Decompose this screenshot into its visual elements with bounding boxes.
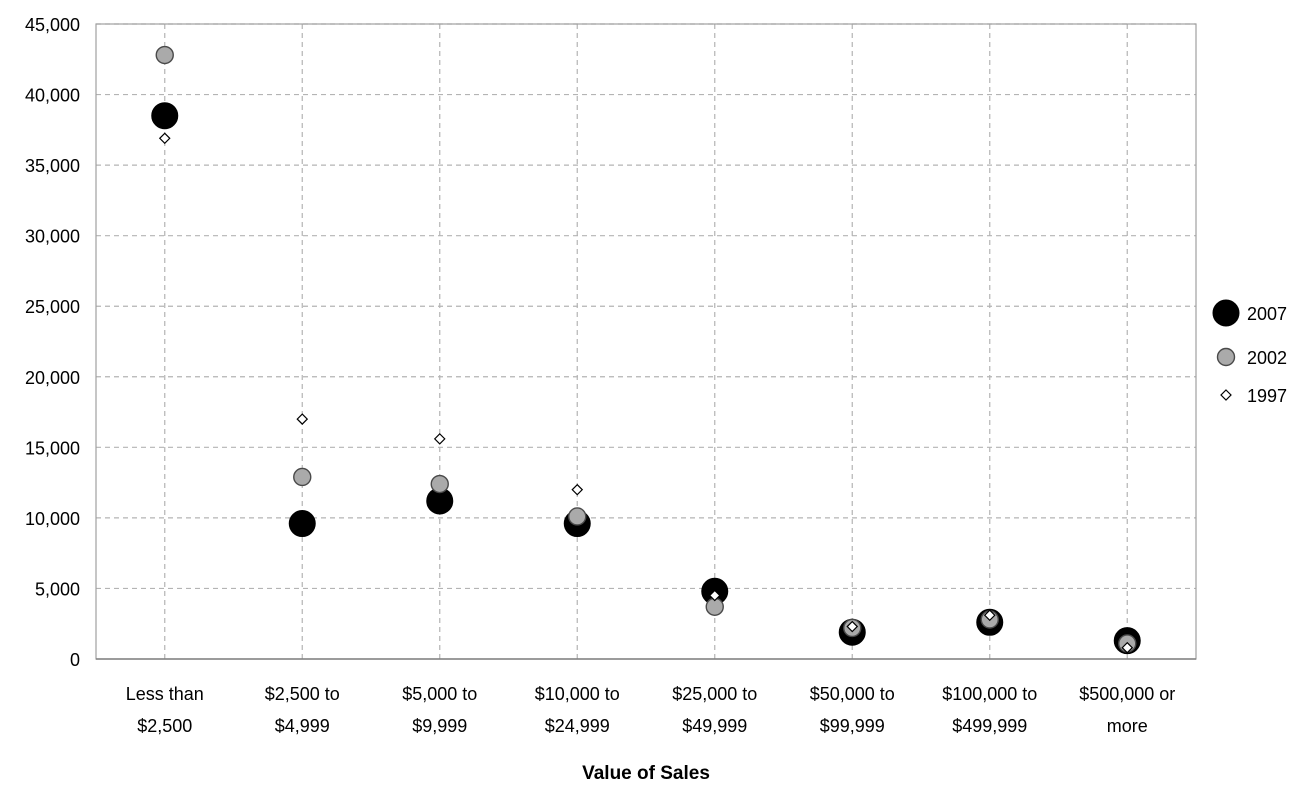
legend-item-2007: 2007 xyxy=(1212,299,1287,327)
x-axis-ticks: Less than $2,500 $2,500 to $4,999 $5,000 to $… xyxy=(126,684,1176,736)
x-tick-label: $2,500 to $4,999 xyxy=(265,684,340,736)
x-axis-title: Value of Sales xyxy=(582,763,710,784)
y-tick-label: 20,000 xyxy=(25,368,80,388)
series-1997 xyxy=(158,132,1134,654)
data-series xyxy=(151,45,1141,655)
legend-label: 2007 xyxy=(1247,304,1287,324)
point-1997 xyxy=(708,589,721,602)
y-axis-ticks: 0 5,000 10,000 15,000 20,000 25,000 30,000 35,0… xyxy=(25,15,80,670)
series-2007 xyxy=(151,102,1141,655)
y-tick-label: 0 xyxy=(70,650,80,670)
y-tick-label: 5,000 xyxy=(35,579,80,599)
series-2002 xyxy=(155,45,1137,653)
x-tick-label: $25,000 to $49,999 xyxy=(672,684,757,736)
x-tick-label: $500,000 or more xyxy=(1079,684,1175,736)
point-1997 xyxy=(983,609,996,622)
point-1997 xyxy=(1121,641,1134,654)
legend-marker-1997 xyxy=(1220,389,1232,401)
legend-item-1997: 1997 xyxy=(1220,386,1287,406)
legend-item-2002: 2002 xyxy=(1216,347,1287,368)
y-tick-label: 25,000 xyxy=(25,297,80,317)
point-2002 xyxy=(293,467,312,487)
x-tick-label: $100,000 to $499,999 xyxy=(942,684,1037,736)
plot-frame xyxy=(95,23,1197,660)
y-tick-label: 30,000 xyxy=(25,227,80,247)
y-tick-label: 15,000 xyxy=(25,438,80,458)
point-2002 xyxy=(568,507,587,526)
legend-marker-2002 xyxy=(1216,347,1236,367)
y-tick-label: 40,000 xyxy=(25,86,80,106)
point-2007 xyxy=(288,510,316,538)
point-1997 xyxy=(296,413,309,425)
point-1997 xyxy=(571,483,584,496)
y-tick-label: 45,000 xyxy=(25,15,80,35)
legend: 2007 2002 1997 xyxy=(1212,299,1287,406)
point-2002 xyxy=(430,474,449,494)
point-1997 xyxy=(846,620,859,633)
grid-lines xyxy=(96,23,1196,659)
legend-label: 2002 xyxy=(1247,348,1287,368)
x-tick-label: Less than $2,500 xyxy=(126,684,204,736)
x-tick-label: $50,000 to $99,999 xyxy=(810,684,895,736)
point-2007 xyxy=(151,102,179,130)
x-tick-label: $5,000 to $9,999 xyxy=(402,684,477,736)
legend-marker-2007 xyxy=(1212,299,1240,327)
point-1997 xyxy=(158,132,171,145)
plot-border xyxy=(95,23,1197,660)
point-2002 xyxy=(155,45,174,65)
y-tick-label: 10,000 xyxy=(25,509,80,529)
x-tick-label: $10,000 to $24,999 xyxy=(535,684,620,736)
y-tick-label: 35,000 xyxy=(25,156,80,176)
point-1997 xyxy=(433,433,446,445)
legend-label: 1997 xyxy=(1247,386,1287,406)
